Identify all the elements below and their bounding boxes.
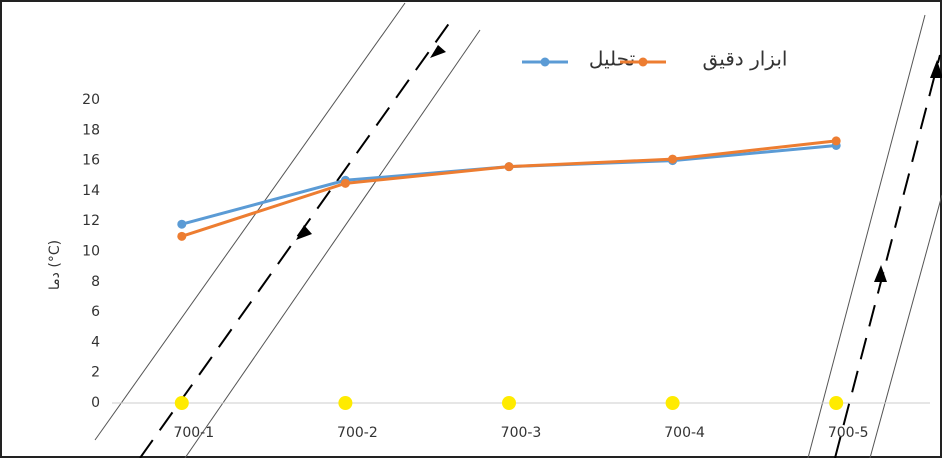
y-tick-label: 14 [82,183,100,199]
y-tick-label: 10 [82,244,100,260]
y-axis-title: دما (°C) [47,240,63,290]
y-tick-label: 16 [82,153,100,169]
y-tick-label: 2 [91,365,100,381]
x-tick-label: 700-4 [664,425,705,441]
point-marker [829,396,844,410]
y-tick-label: 4 [91,334,100,350]
y-tick-label: 20 [82,92,100,108]
data-point [504,162,514,172]
x-tick-label: 700-5 [828,425,869,441]
x-tick-label: 700-1 [173,425,214,441]
data-point [177,231,187,241]
legend-marker [540,57,550,67]
point-marker [502,396,516,410]
y-tick-label: 6 [91,304,100,320]
y-tick-label: 0 [91,395,100,411]
road-left [94,2,481,459]
legend-marker [638,57,648,67]
x-tick-label: 700-2 [337,425,378,441]
data-point [831,136,841,146]
x-tick-label: 700-3 [501,425,542,441]
y-tick-label: 18 [82,122,100,138]
data-point [177,219,187,229]
y-tick-label: 8 [91,274,100,290]
y-tick-label: 12 [82,213,100,229]
data-point [340,178,350,188]
point-marker [174,396,189,410]
data-point [668,154,678,164]
point-marker [338,396,353,410]
legend-label: تحليل [589,47,635,71]
point-marker [665,396,680,410]
road-right [807,14,942,459]
legend-label: ابزار دقيق [703,47,788,71]
